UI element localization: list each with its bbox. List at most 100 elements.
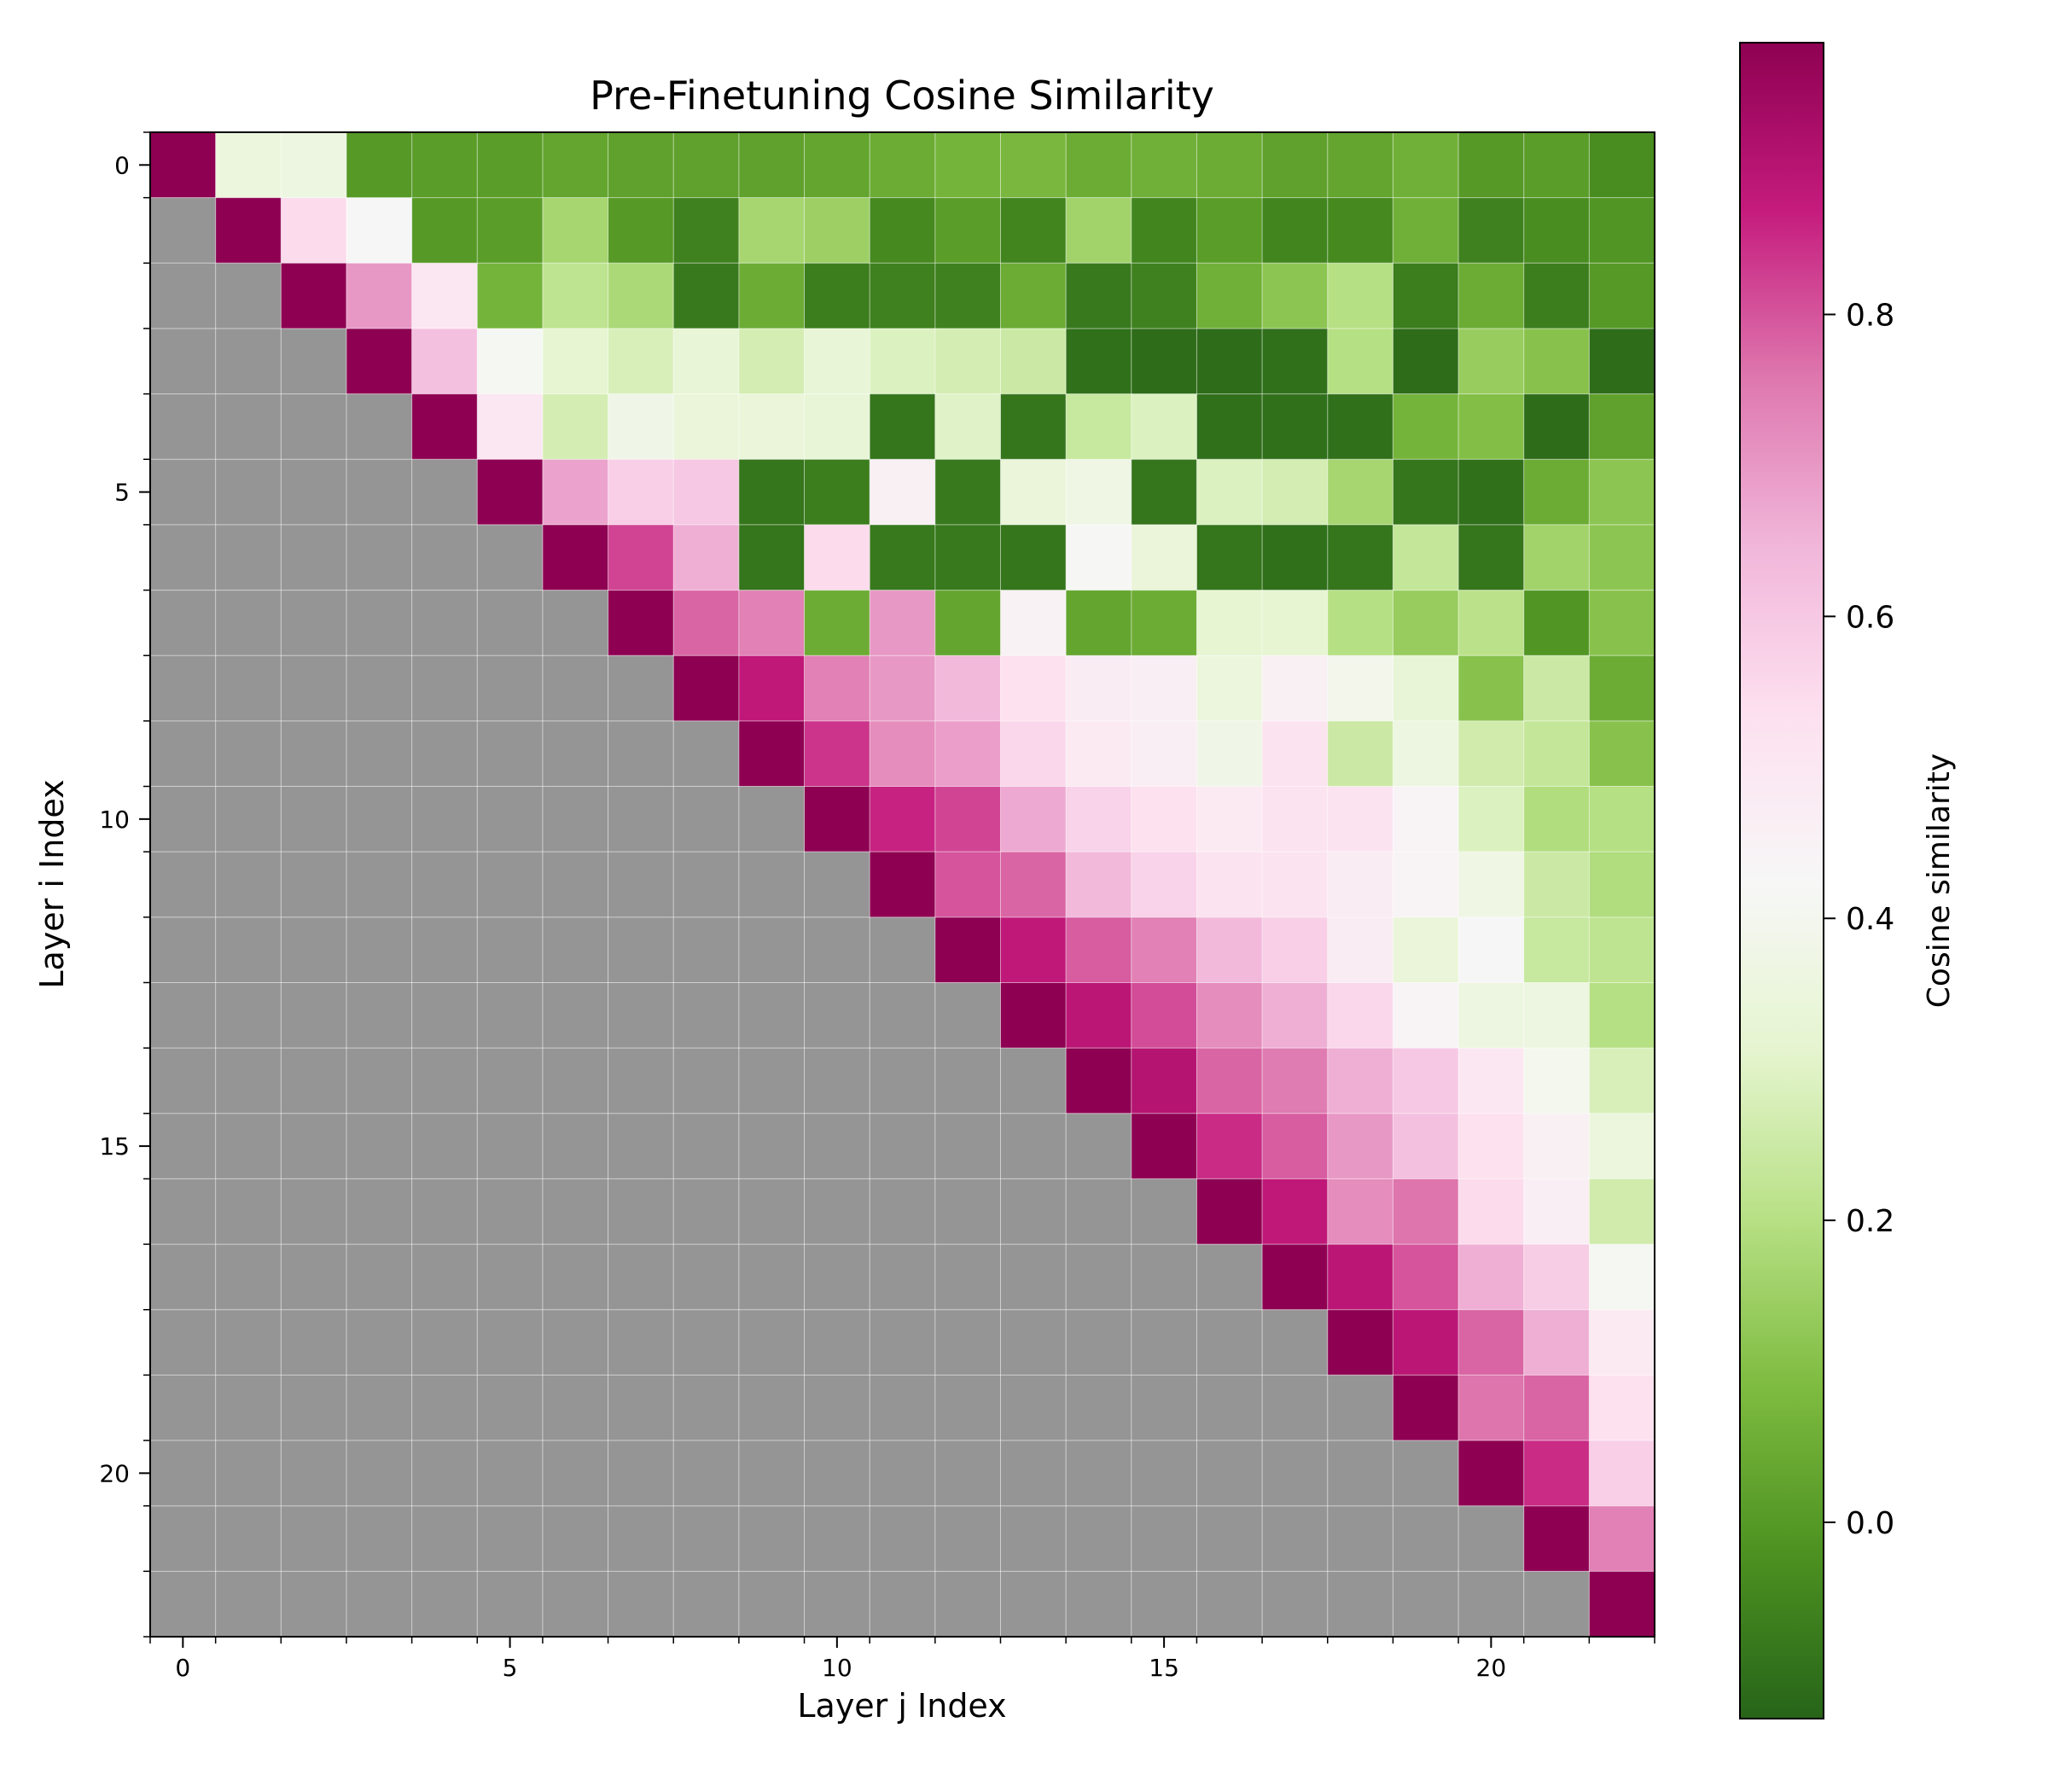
masked-cell <box>215 1178 282 1245</box>
heatmap-cell <box>1523 459 1590 526</box>
masked-cell <box>281 1375 347 1441</box>
heatmap-cell <box>1589 590 1655 656</box>
colorbar-label: Cosine similarity <box>1922 753 1957 1008</box>
heatmap-cell <box>1131 852 1198 918</box>
masked-cell <box>542 1440 609 1507</box>
heatmap-cell <box>1262 328 1329 395</box>
masked-cell <box>411 852 478 918</box>
heatmap-cell <box>738 720 806 788</box>
heatmap-cell <box>1131 1048 1198 1114</box>
heatmap-cell <box>1262 459 1329 526</box>
heatmap-cell <box>346 263 413 329</box>
heatmap-cell <box>1066 459 1132 526</box>
masked-cell <box>477 982 544 1049</box>
heatmap-cell <box>1196 590 1263 656</box>
heatmap-cell <box>1589 393 1655 460</box>
heatmap-cell <box>150 132 217 199</box>
masked-cell <box>1327 1440 1393 1507</box>
heatmap-cell <box>1196 852 1263 918</box>
masked-cell <box>215 786 282 852</box>
heatmap-cell <box>1458 1309 1525 1376</box>
heatmap-cell <box>542 459 609 526</box>
heatmap-cell <box>1000 852 1067 918</box>
masked-cell <box>346 393 413 460</box>
masked-cell <box>215 1244 282 1311</box>
heatmap-cell <box>1523 524 1590 591</box>
masked-cell <box>608 1048 674 1114</box>
masked-cell <box>346 1309 413 1376</box>
masked-cell <box>411 1178 478 1245</box>
masked-cell <box>411 1048 478 1114</box>
heatmap-cell <box>1131 197 1198 264</box>
heatmap-cell <box>477 197 544 264</box>
masked-cell <box>281 720 347 788</box>
masked-cell <box>738 1113 806 1180</box>
heatmap-cell <box>1458 852 1525 918</box>
masked-cell <box>150 1113 217 1180</box>
masked-cell <box>1066 1244 1132 1311</box>
heatmap-cell <box>1589 1375 1655 1441</box>
masked-cell <box>281 1048 347 1114</box>
y-tick-label: 10 <box>99 806 130 834</box>
masked-cell <box>1131 1505 1198 1572</box>
masked-cell <box>738 1505 806 1572</box>
masked-cell <box>281 786 347 852</box>
masked-cell <box>1066 1375 1132 1441</box>
masked-cell <box>1262 1440 1329 1507</box>
heatmap-cell <box>1393 1375 1459 1441</box>
masked-cell <box>150 328 217 395</box>
heatmap-cell <box>1393 393 1459 460</box>
heatmap-cell <box>1196 1113 1263 1180</box>
heatmap-cell <box>738 263 806 329</box>
heatmap-cell <box>1066 328 1132 395</box>
heatmap-cell <box>804 132 870 199</box>
masked-cell <box>738 1375 806 1441</box>
masked-cell <box>1000 1309 1067 1376</box>
masked-cell <box>1262 1309 1329 1376</box>
heatmap-cell <box>1196 786 1263 852</box>
heatmap-cell <box>738 197 806 264</box>
heatmap-cell <box>477 459 544 526</box>
masked-cell <box>608 1440 674 1507</box>
masked-cell <box>542 786 609 852</box>
masked-cell <box>1131 1309 1198 1376</box>
masked-cell <box>215 916 282 984</box>
masked-cell <box>346 786 413 852</box>
masked-cell <box>542 1505 609 1572</box>
heatmap-cell <box>934 263 1002 329</box>
masked-cell <box>1131 1440 1198 1507</box>
heatmap-cell <box>1458 1113 1525 1180</box>
masked-cell <box>738 852 806 918</box>
masked-cell <box>1000 1048 1067 1114</box>
masked-cell <box>411 1309 478 1376</box>
heatmap-cell <box>1589 786 1655 852</box>
heatmap-cell <box>1523 786 1590 852</box>
heatmap-cell <box>1458 328 1525 395</box>
heatmap-cell <box>1393 852 1459 918</box>
heatmap-cell <box>1589 263 1655 329</box>
masked-cell <box>1066 1178 1132 1245</box>
heatmap-cell <box>1393 655 1459 722</box>
heatmap-cell <box>1196 916 1263 984</box>
heatmap-cell <box>1327 263 1393 329</box>
heatmap-cell <box>1066 655 1132 722</box>
masked-cell <box>281 655 347 722</box>
masked-cell <box>215 459 282 526</box>
heatmap-cell <box>1589 916 1655 984</box>
heatmap-cell <box>1393 1048 1459 1114</box>
heatmap-cell <box>1458 132 1525 199</box>
heatmap-cell <box>1523 1048 1590 1114</box>
masked-cell <box>673 1244 740 1311</box>
heatmap-cell <box>1000 590 1067 656</box>
heatmap-cell <box>542 328 609 395</box>
masked-cell <box>477 590 544 656</box>
heatmap-cell <box>870 459 936 526</box>
heatmap-cell <box>1262 393 1329 460</box>
heatmap-cell <box>738 524 806 591</box>
heatmap-cell <box>1327 1113 1393 1180</box>
masked-cell <box>346 916 413 984</box>
masked-cell <box>542 916 609 984</box>
masked-cell <box>411 786 478 852</box>
heatmap-cell <box>1523 852 1590 918</box>
masked-cell <box>934 1309 1002 1376</box>
